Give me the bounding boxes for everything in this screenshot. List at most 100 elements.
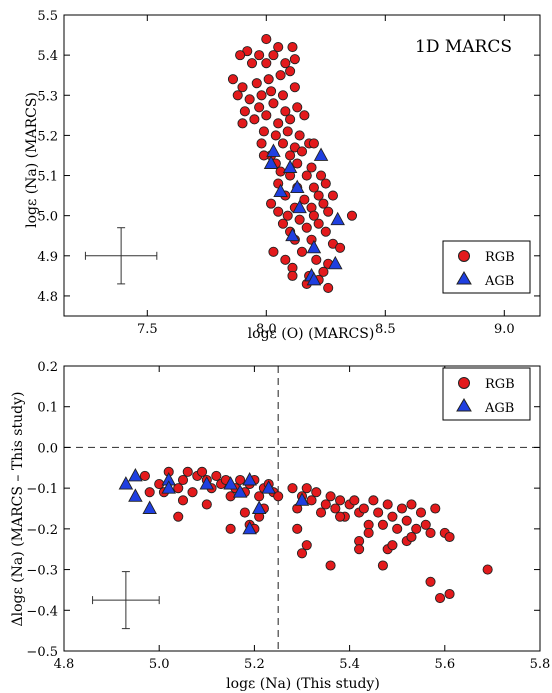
rgb-point: [182, 466, 193, 477]
x-tick-label: 8.0: [256, 322, 277, 337]
rgb-point: [425, 576, 436, 587]
x-tick-label: 8.5: [375, 322, 396, 337]
rgb-point: [434, 593, 446, 604]
plot-frame: [63, 14, 541, 317]
rgb-point: [261, 58, 272, 69]
rgb-point: [392, 523, 403, 534]
y-tick-label: −0.2: [26, 523, 58, 538]
y-tick-label: 0.2: [37, 360, 58, 375]
agb-point: [232, 484, 248, 498]
rgb-point: [387, 540, 398, 551]
rgb-point: [301, 222, 312, 233]
rgb-point: [294, 130, 305, 141]
rgb-point: [315, 170, 327, 181]
agb-point: [266, 143, 281, 157]
series-agb: [118, 467, 310, 535]
rgb-point: [425, 527, 436, 538]
rgb-point: [330, 503, 341, 514]
rgb-point: [237, 118, 248, 129]
bottom-panel: logε (Na) (This study) Δlogε (Na) (MARCS…: [10, 360, 550, 692]
rgb-point: [387, 511, 398, 522]
rgb-point: [270, 130, 281, 141]
legend-agb-label: AGB: [484, 401, 514, 416]
rgb-point: [239, 106, 250, 117]
agb-point: [263, 155, 279, 169]
agb-point: [294, 492, 310, 506]
legend-rgb-marker: [458, 377, 470, 389]
rgb-point: [275, 70, 286, 81]
rgb-point: [358, 503, 369, 514]
rgb-point: [320, 178, 331, 189]
rgb-point: [232, 90, 243, 101]
data-marks: [92, 466, 493, 630]
rgb-point: [292, 523, 303, 534]
rgb-point: [237, 82, 248, 93]
rgb-point: [363, 527, 374, 538]
agb-point: [289, 179, 305, 194]
rgb-point: [244, 94, 255, 105]
rgb-point: [273, 118, 284, 129]
rgb-point: [268, 98, 279, 109]
rgb-point: [289, 82, 300, 93]
rgb-point: [323, 282, 334, 293]
rgb-point: [177, 474, 189, 486]
rgb-point: [173, 511, 184, 522]
rgb-point: [287, 483, 298, 494]
rgb-point: [296, 146, 308, 157]
rgb-point: [306, 162, 317, 173]
top-panel: 1D MARCS logε (O) (MARCS) logε (Na) (MAR…: [24, 9, 541, 342]
plot-frame: [63, 365, 541, 652]
rgb-point: [325, 560, 336, 571]
agb-point: [306, 271, 322, 286]
agb-point: [292, 199, 307, 214]
rgb-point: [346, 210, 358, 221]
x-axis-label: logε (O) (MARCS): [248, 326, 375, 342]
axes: 4.8 5.0 5.2 5.4 5.6 5.8 −0.5 −0.4 −0.3 −0.2 −0.1 0.…: [26, 360, 550, 672]
rgb-point: [299, 194, 310, 205]
rgb-point: [327, 190, 338, 201]
rgb-point: [377, 560, 388, 571]
agb-point: [285, 227, 300, 242]
legend: RGB AGB: [442, 240, 531, 294]
rgb-point: [301, 540, 312, 551]
rgb-point: [420, 519, 431, 530]
rgb-point: [196, 466, 208, 477]
y-tick-label: 5.0: [37, 210, 58, 225]
series-rgb: [227, 34, 358, 293]
legend-agb-marker: [456, 271, 472, 285]
rgb-point: [256, 90, 267, 101]
rgb-point: [308, 182, 319, 193]
rgb-point: [294, 214, 305, 225]
rgb-point: [296, 548, 308, 559]
rgb-point: [273, 206, 284, 217]
y-tick-label: 0.1: [37, 401, 58, 416]
rgb-point: [401, 515, 412, 526]
axes: 7.5 8.0 8.5 9.0 4.8 4.9 5.0 5.1 5.2 5.3 5.4 5.5: [37, 9, 541, 337]
x-tick-label: 5.8: [530, 657, 551, 672]
rgb-point: [266, 198, 277, 209]
rgb-point: [246, 58, 258, 69]
y-tick-label: 4.9: [37, 250, 58, 265]
legend-rgb-marker: [458, 250, 470, 262]
x-tick-label: 9.0: [494, 322, 515, 337]
rgb-point: [177, 495, 189, 506]
rgb-point: [308, 210, 319, 221]
rgb-point: [368, 495, 379, 506]
rgb-point: [287, 42, 298, 53]
y-tick-label: −0.4: [26, 604, 58, 619]
rgb-point: [285, 114, 296, 125]
rgb-point: [289, 54, 300, 65]
rgb-point: [254, 102, 265, 113]
rgb-point: [268, 246, 279, 257]
rgb-point: [335, 495, 346, 506]
rgb-point: [335, 242, 346, 253]
rgb-point: [299, 110, 310, 121]
rgb-point: [382, 499, 393, 510]
legend-rgb-label: RGB: [485, 377, 515, 392]
rgb-point: [173, 483, 184, 494]
agb-point: [313, 147, 329, 161]
rgb-point: [261, 110, 272, 121]
rgb-point: [277, 138, 289, 149]
rgb-point: [315, 507, 327, 518]
